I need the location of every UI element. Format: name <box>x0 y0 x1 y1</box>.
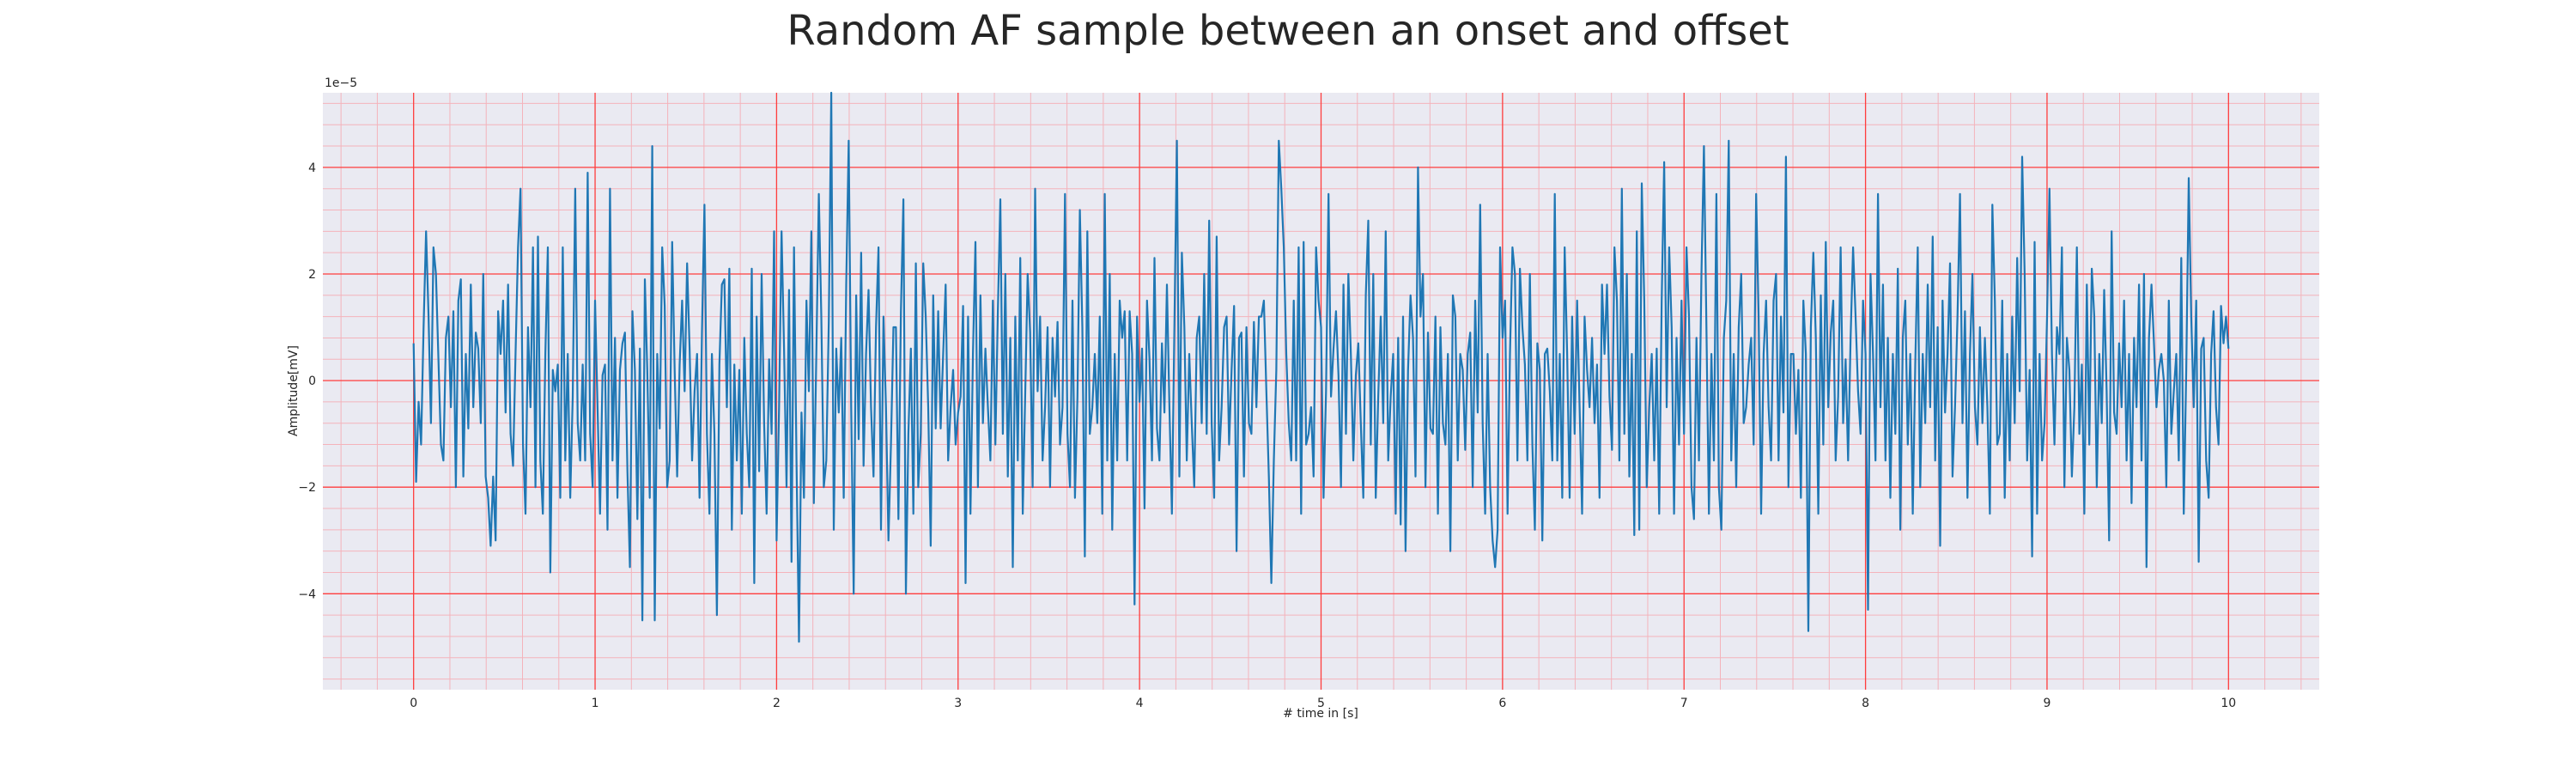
x-tick-label: 9 <box>2043 697 2050 710</box>
y-tick-label: 2 <box>308 268 316 282</box>
x-tick-label: 1 <box>592 697 599 710</box>
chart-title: Random AF sample between an onset and of… <box>787 7 1789 55</box>
x-tick-label: 0 <box>410 697 417 710</box>
x-tick-label: 8 <box>1862 697 1869 710</box>
y-tick-label: −4 <box>298 587 316 601</box>
x-tick-labels: 0 1 2 3 4 5 6 7 8 9 10 <box>410 697 2236 710</box>
x-tick-label: 3 <box>954 697 962 710</box>
x-tick-label: 6 <box>1498 697 1506 710</box>
x-tick-label: 5 <box>1317 697 1325 710</box>
y-tick-label: 4 <box>308 161 316 175</box>
y-tick-label: 0 <box>308 374 316 388</box>
y-offset-label: 1e−5 <box>325 76 357 90</box>
x-axis-label: # time in [s] <box>1283 707 1358 721</box>
y-tick-label: −2 <box>298 481 316 495</box>
x-tick-label: 10 <box>2221 697 2236 710</box>
x-tick-label: 4 <box>1136 697 1144 710</box>
x-tick-label: 7 <box>1680 697 1688 710</box>
y-axis-label: Amplitude[mV] <box>287 345 301 436</box>
x-tick-label: 2 <box>773 697 781 710</box>
y-tick-labels: −4 −2 0 2 4 <box>298 161 316 601</box>
series-line-af-sample <box>412 91 2230 643</box>
